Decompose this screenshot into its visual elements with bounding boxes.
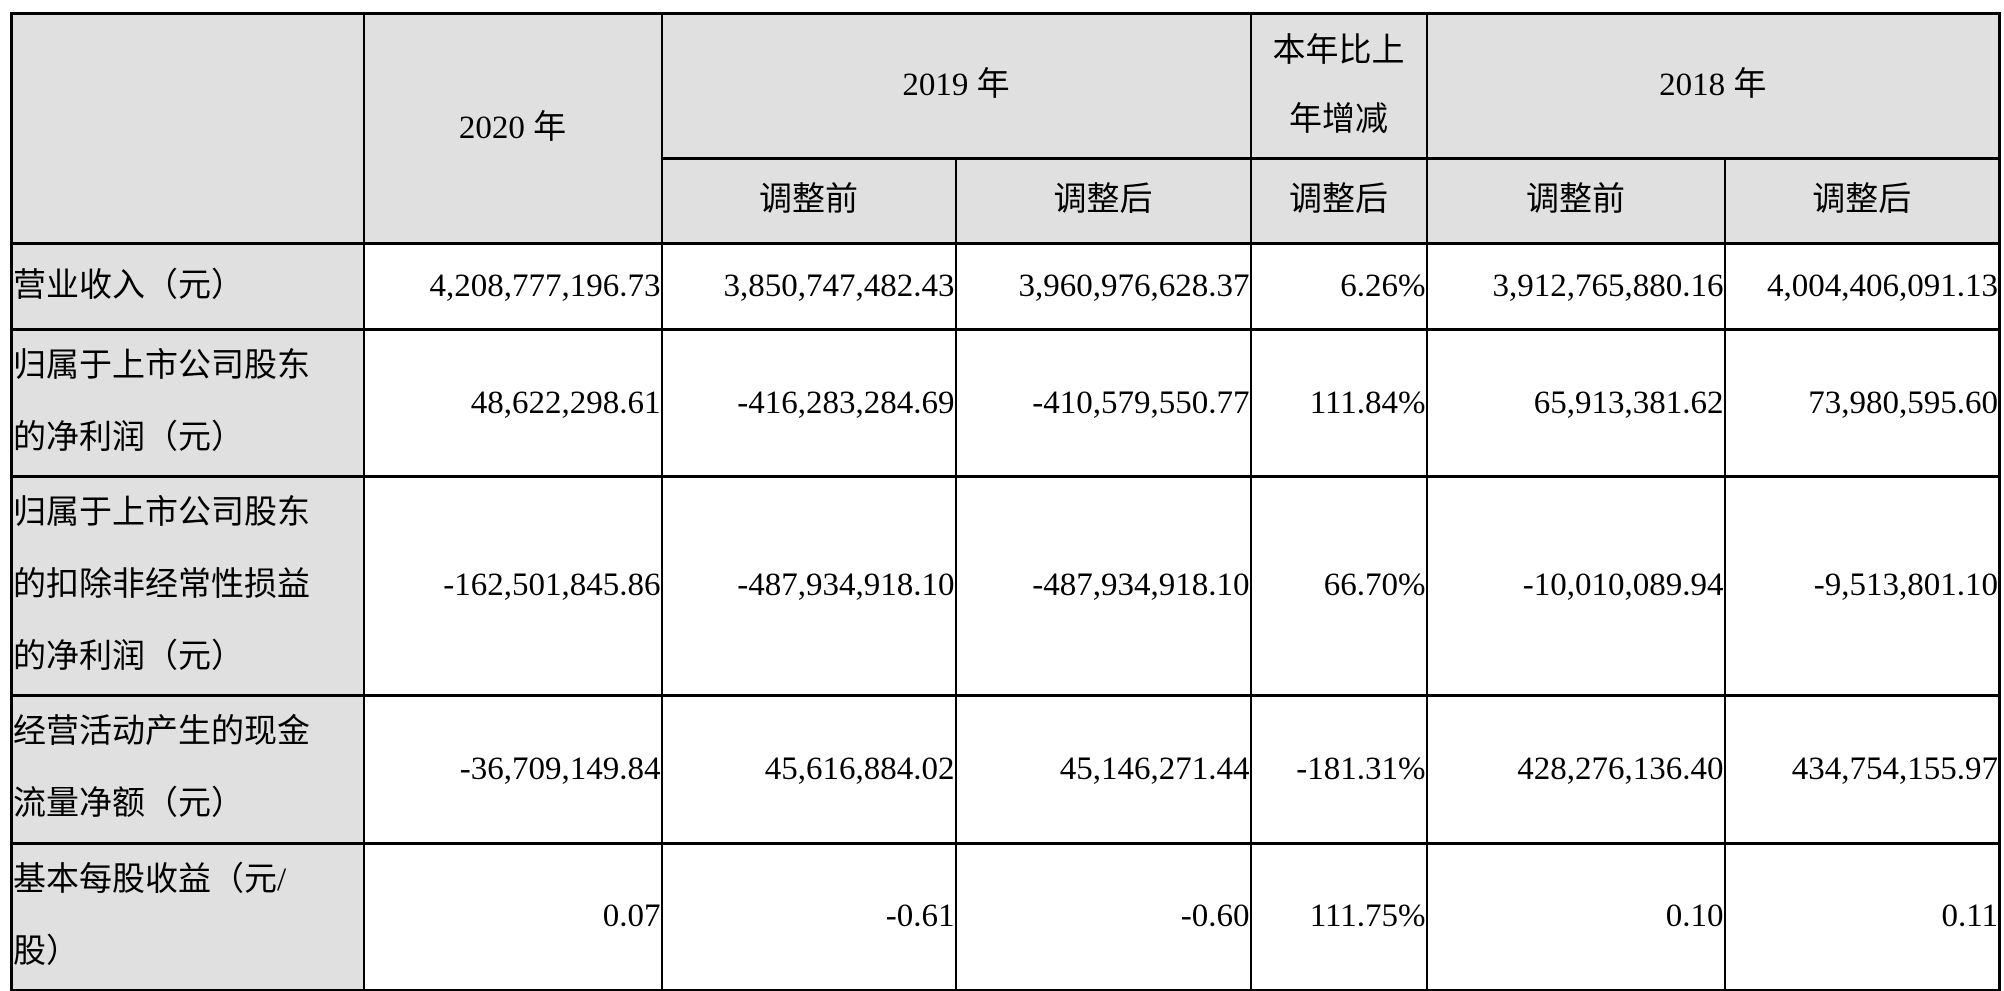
cell-yoy-change: -181.31% [1249, 693, 1428, 845]
cell-2019-before: -487,934,918.10 [660, 475, 957, 697]
cell-2018-after: 0.11 [1723, 841, 2001, 991]
cell-2019-before: -0.61 [660, 841, 957, 991]
header-cell-empty [10, 12, 365, 245]
cell-2019-after: 3,960,976,628.37 [954, 242, 1252, 331]
table-row-net-profit: 归属于上市公司股东 的净利润（元） 48,622,298.61 -416,283… [10, 328, 2001, 478]
table-row-basic-eps: 基本每股收益（元/ 股） 0.07 -0.61 -0.60 111.75% 0.… [10, 841, 2001, 991]
cell-2018-before: 428,276,136.40 [1425, 693, 1726, 845]
cell-yoy-change: 111.84% [1249, 328, 1428, 478]
cell-2018-after: 73,980,595.60 [1723, 328, 2001, 478]
cell-2018-after: 434,754,155.97 [1723, 693, 2001, 845]
header-cell-2019: 2019 年 [660, 12, 1252, 160]
row-label: 归属于上市公司股东 的扣除非经常性损益 的净利润（元） [10, 475, 365, 697]
financial-summary-table: 2020 年 2019 年 本年比上 年增减 2018 年 调整前 调整后 调整… [10, 12, 2001, 991]
header-cell-2018-after: 调整后 [1723, 157, 2001, 245]
cell-2019-before: -416,283,284.69 [660, 328, 957, 478]
header-cell-2018-before: 调整前 [1425, 157, 1726, 245]
header-cell-2019-after: 调整后 [954, 157, 1252, 245]
cell-2020: 4,208,777,196.73 [362, 242, 663, 331]
cell-yoy-change: 111.75% [1249, 841, 1428, 991]
row-label: 基本每股收益（元/ 股） [10, 841, 365, 991]
cell-2018-before: 3,912,765,880.16 [1425, 242, 1726, 331]
cell-2019-after: 45,146,271.44 [954, 693, 1252, 845]
cell-2019-after: -0.60 [954, 841, 1252, 991]
cell-2019-after: -487,934,918.10 [954, 475, 1252, 697]
row-label: 经营活动产生的现金 流量净额（元） [10, 693, 365, 845]
cell-2020: -162,501,845.86 [362, 475, 663, 697]
header-row-years: 2020 年 2019 年 本年比上 年增减 2018 年 [10, 12, 2001, 245]
cell-2019-before: 45,616,884.02 [660, 693, 957, 845]
cell-2020: 0.07 [362, 841, 663, 991]
row-label: 归属于上市公司股东 的净利润（元） [10, 328, 365, 478]
header-row-adjustments: 调整前 调整后 调整后 调整前 调整后 [12, 157, 2001, 245]
header-cell-2020: 2020 年 [362, 12, 663, 245]
row-label: 营业收入（元） [10, 242, 365, 331]
cell-2019-after: -410,579,550.77 [954, 328, 1252, 478]
cell-2018-after: -9,513,801.10 [1723, 475, 2001, 697]
header-cell-yoy-change: 本年比上 年增减 [1249, 12, 1428, 160]
cell-2020: -36,709,149.84 [362, 693, 663, 845]
cell-2018-before: 0.10 [1425, 841, 1726, 991]
cell-yoy-change: 6.26% [1249, 242, 1428, 331]
cell-yoy-change: 66.70% [1249, 475, 1428, 697]
cell-2020: 48,622,298.61 [362, 328, 663, 478]
header-cell-change-after: 调整后 [1249, 157, 1428, 245]
cell-2018-before: 65,913,381.62 [1425, 328, 1726, 478]
cell-2019-before: 3,850,747,482.43 [660, 242, 957, 331]
table-row-net-profit-excl-nonrecurring: 归属于上市公司股东 的扣除非经常性损益 的净利润（元） -162,501,845… [10, 475, 2001, 697]
cell-2018-after: 4,004,406,091.13 [1723, 242, 2001, 331]
header-cell-2018: 2018 年 [1425, 12, 2001, 160]
table-row-revenue: 营业收入（元） 4,208,777,196.73 3,850,747,482.4… [10, 242, 2001, 331]
table-row-operating-cash-flow: 经营活动产生的现金 流量净额（元） -36,709,149.84 45,616,… [10, 693, 2001, 845]
cell-2018-before: -10,010,089.94 [1425, 475, 1726, 697]
header-cell-2019-before: 调整前 [660, 157, 957, 245]
